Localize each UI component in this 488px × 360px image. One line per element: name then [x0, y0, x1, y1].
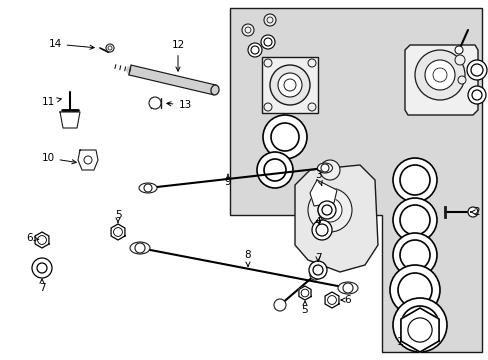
Circle shape: [135, 243, 145, 253]
Circle shape: [269, 65, 309, 105]
Circle shape: [454, 46, 462, 54]
Circle shape: [106, 44, 114, 52]
Circle shape: [307, 103, 315, 111]
Circle shape: [392, 233, 436, 277]
Circle shape: [307, 188, 351, 232]
Circle shape: [389, 265, 439, 315]
Bar: [262, 57, 317, 113]
Circle shape: [264, 59, 271, 67]
Polygon shape: [78, 150, 98, 170]
Polygon shape: [111, 224, 124, 240]
Circle shape: [257, 152, 292, 188]
Circle shape: [264, 14, 275, 26]
Polygon shape: [60, 112, 80, 128]
Circle shape: [414, 50, 464, 100]
Ellipse shape: [317, 163, 332, 173]
Circle shape: [247, 43, 262, 57]
Circle shape: [392, 158, 436, 202]
Circle shape: [308, 261, 326, 279]
Circle shape: [309, 270, 319, 280]
Text: 6: 6: [340, 295, 350, 305]
Ellipse shape: [337, 282, 357, 294]
Polygon shape: [309, 180, 336, 206]
Circle shape: [424, 60, 454, 90]
Circle shape: [242, 24, 253, 36]
Circle shape: [467, 86, 485, 104]
Text: 4: 4: [314, 217, 321, 227]
Text: 11: 11: [41, 97, 61, 107]
Text: 13: 13: [166, 100, 191, 110]
Text: 14: 14: [48, 39, 94, 49]
Circle shape: [278, 73, 302, 97]
Circle shape: [263, 115, 306, 159]
Text: 7: 7: [314, 253, 321, 263]
Circle shape: [342, 283, 352, 293]
Text: 9: 9: [224, 174, 231, 187]
Circle shape: [143, 184, 152, 192]
Circle shape: [264, 103, 271, 111]
Circle shape: [392, 298, 446, 352]
Text: 8: 8: [244, 250, 251, 266]
Ellipse shape: [130, 242, 150, 254]
Circle shape: [261, 35, 274, 49]
Circle shape: [320, 164, 328, 172]
Circle shape: [467, 207, 477, 217]
Text: 5: 5: [301, 301, 307, 315]
Polygon shape: [298, 286, 310, 300]
Ellipse shape: [139, 183, 157, 193]
Text: 3: 3: [314, 170, 322, 185]
Ellipse shape: [210, 85, 219, 95]
Text: 7: 7: [39, 279, 45, 293]
Circle shape: [149, 97, 161, 109]
Text: 12: 12: [171, 40, 184, 71]
Polygon shape: [400, 308, 438, 352]
Circle shape: [466, 60, 486, 80]
Polygon shape: [294, 165, 377, 272]
Polygon shape: [325, 292, 338, 308]
Text: 1: 1: [396, 337, 403, 347]
Text: 6: 6: [27, 233, 39, 243]
Text: 10: 10: [41, 153, 76, 164]
Polygon shape: [35, 232, 49, 248]
Circle shape: [454, 55, 464, 65]
Circle shape: [307, 59, 315, 67]
Circle shape: [273, 299, 285, 311]
Text: 5: 5: [115, 210, 121, 223]
Circle shape: [317, 198, 341, 222]
Circle shape: [317, 201, 335, 219]
Circle shape: [311, 220, 331, 240]
Polygon shape: [404, 45, 477, 115]
Circle shape: [319, 160, 339, 180]
Text: 2: 2: [470, 207, 479, 217]
Circle shape: [32, 258, 52, 278]
Circle shape: [457, 76, 465, 84]
Circle shape: [392, 198, 436, 242]
Polygon shape: [229, 8, 481, 352]
